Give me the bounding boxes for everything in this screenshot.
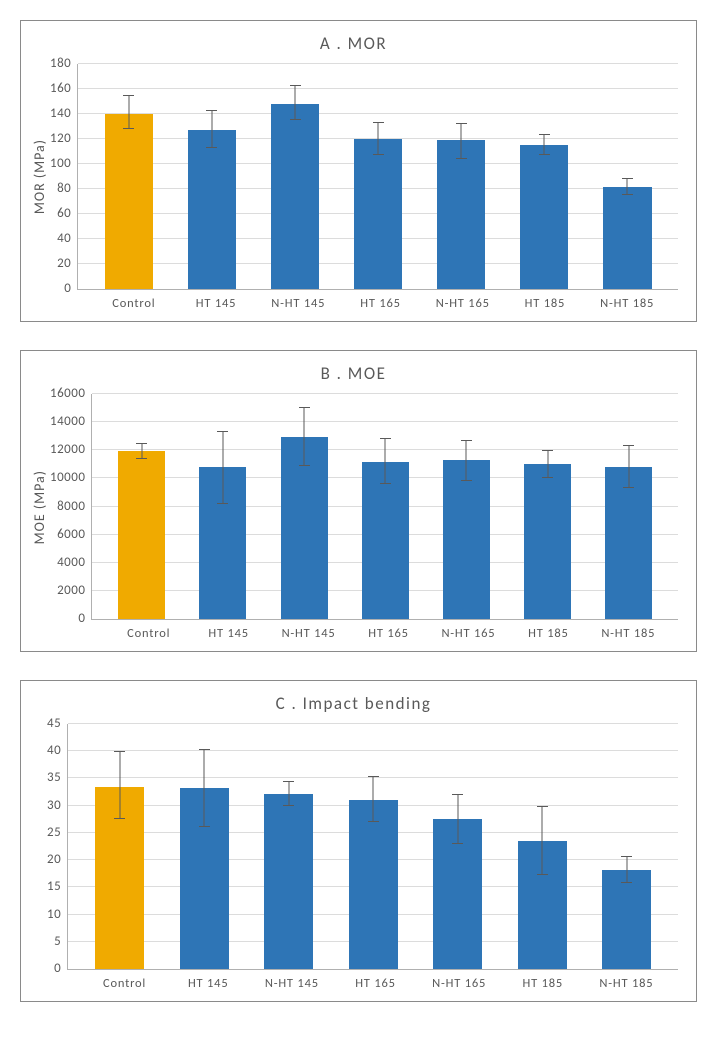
error-bar <box>542 806 543 876</box>
bar-n-ht-145 <box>281 437 328 619</box>
error-bar <box>626 856 627 883</box>
error-bar <box>141 443 142 460</box>
x-tick-label: N-HT 165 <box>417 976 501 991</box>
error-bar <box>457 794 458 844</box>
error-bar <box>128 95 129 129</box>
error-bar <box>544 134 545 155</box>
error-bar <box>378 122 379 156</box>
x-tick-label: HT 165 <box>349 626 429 641</box>
x-axis-labels: ControlHT 145N-HT 145HT 165N-HT 165HT 18… <box>99 620 678 641</box>
error-bar <box>288 781 289 806</box>
x-axis-labels: ControlHT 145N-HT 145HT 165N-HT 165HT 18… <box>73 970 678 991</box>
error-bar <box>628 445 629 488</box>
plot-area <box>91 394 678 620</box>
error-bar <box>119 751 120 819</box>
error-bar <box>461 123 462 159</box>
chart-title: C . Impact bending <box>29 693 678 714</box>
bar-n-ht-185 <box>602 870 651 969</box>
x-tick-label: N-HT 145 <box>269 626 349 641</box>
bar-control <box>95 787 144 969</box>
chart-title: A . MOR <box>29 33 678 54</box>
bar-ht-165 <box>349 800 398 969</box>
x-tick-label: HT 185 <box>508 626 588 641</box>
x-tick-label: HT 145 <box>175 296 257 311</box>
error-bar <box>304 407 305 465</box>
x-tick-label: N-HT 165 <box>422 296 504 311</box>
x-tick-label: HT 165 <box>334 976 418 991</box>
bar-n-ht-185 <box>605 467 652 619</box>
x-tick-label: Control <box>109 626 189 641</box>
x-tick-label: N-HT 165 <box>428 626 508 641</box>
error-bar <box>204 749 205 828</box>
y-axis-ticks: 180160140120100806040200 <box>50 64 77 289</box>
x-tick-label: N-HT 145 <box>250 976 334 991</box>
bar-ht-185 <box>518 841 567 969</box>
x-axis-labels: ControlHT 145N-HT 145HT 165N-HT 165HT 18… <box>83 290 678 311</box>
error-bar <box>222 431 223 503</box>
chart-title: B . MOE <box>29 363 678 384</box>
error-bar <box>466 440 467 481</box>
bar-n-ht-145 <box>271 104 319 289</box>
bar-n-ht-185 <box>603 187 651 290</box>
error-bar <box>385 438 386 484</box>
chart-panel-impact: C . Impact bending 454035302520151050 Cont… <box>20 680 697 1002</box>
chart-panel-moe: B . MOE MOE (MPa)160001400012000100008000… <box>20 350 697 652</box>
error-bar <box>373 776 374 822</box>
error-bar <box>295 85 296 120</box>
x-tick-label: N-HT 185 <box>585 976 669 991</box>
x-tick-label: HT 185 <box>501 976 585 991</box>
x-tick-label: N-HT 145 <box>257 296 339 311</box>
bar-n-ht-145 <box>264 794 313 969</box>
bar-ht-145 <box>188 130 236 289</box>
bar-ht-185 <box>524 464 571 619</box>
plot-area <box>67 724 678 970</box>
y-axis-ticks: 454035302520151050 <box>47 724 67 969</box>
x-tick-label: HT 145 <box>189 626 269 641</box>
bar-control <box>105 114 153 289</box>
x-tick-label: Control <box>93 296 175 311</box>
x-tick-label: N-HT 185 <box>588 626 668 641</box>
x-tick-label: HT 145 <box>166 976 250 991</box>
error-bar <box>211 110 212 148</box>
bar-ht-165 <box>362 462 409 620</box>
bar-n-ht-165 <box>443 460 490 619</box>
chart-panel-mor: A . MOR MOR (MPa)180160140120100806040200… <box>20 20 697 322</box>
y-axis-ticks: 1600014000120001000080006000400020000 <box>50 394 91 619</box>
error-bar <box>547 450 548 479</box>
plot-area <box>77 64 678 290</box>
bar-ht-145 <box>199 467 246 619</box>
bar-n-ht-165 <box>433 819 482 969</box>
bar-n-ht-165 <box>437 140 485 289</box>
x-tick-label: Control <box>83 976 167 991</box>
bar-ht-165 <box>354 139 402 289</box>
x-tick-label: HT 185 <box>504 296 586 311</box>
bar-ht-185 <box>520 145 568 289</box>
bar-control <box>118 451 165 619</box>
x-tick-label: N-HT 185 <box>586 296 668 311</box>
bar-ht-145 <box>180 788 229 969</box>
y-axis-label: MOE (MPa) <box>29 470 50 544</box>
x-tick-label: HT 165 <box>339 296 421 311</box>
error-bar <box>627 178 628 196</box>
y-axis-label: MOR (MPa) <box>29 139 50 214</box>
